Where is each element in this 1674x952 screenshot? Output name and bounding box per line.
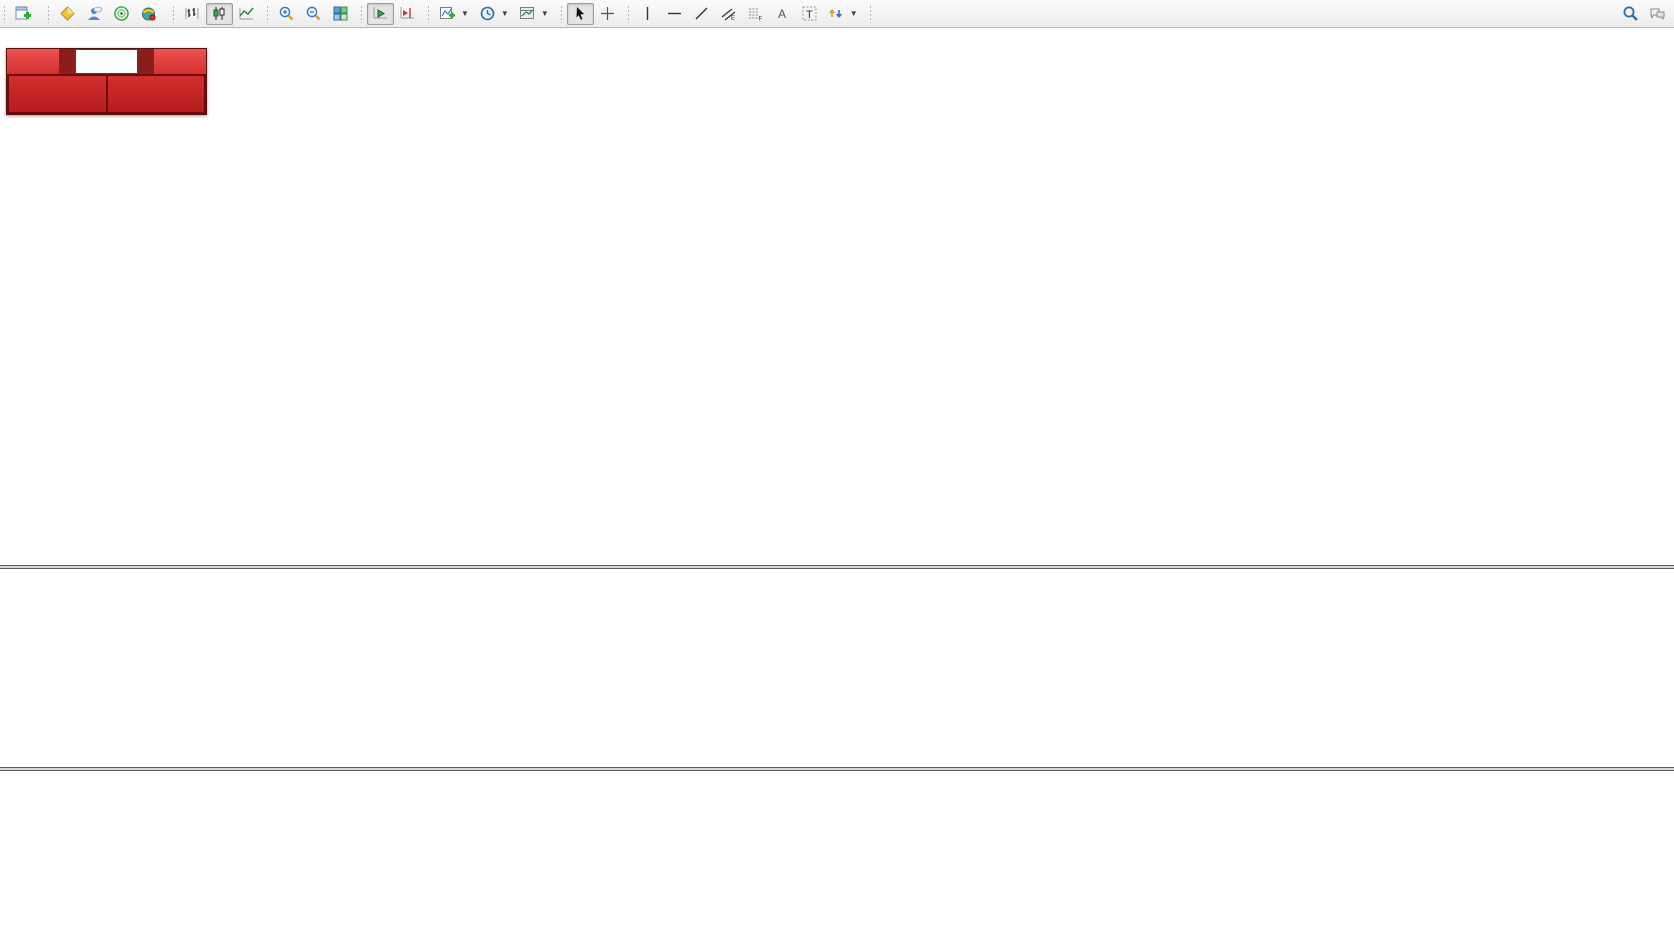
bar-chart-button[interactable] xyxy=(179,3,206,25)
periods-caret: ▼ xyxy=(500,9,509,18)
toolbar-group-cursor xyxy=(557,0,624,28)
auto-scroll-icon xyxy=(373,7,387,19)
text-label-button[interactable]: T xyxy=(796,3,823,25)
templates-caret: ▼ xyxy=(540,9,549,18)
crosshair-icon xyxy=(600,7,614,20)
signals-radar-icon xyxy=(114,6,129,21)
chart-title xyxy=(7,32,22,46)
community-button[interactable] xyxy=(81,3,108,25)
candlestick-chart-icon xyxy=(213,7,225,20)
one-click-trade-panel xyxy=(6,48,207,115)
search-icon[interactable] xyxy=(1622,5,1639,22)
toolbar-group-orders xyxy=(0,0,44,28)
autotrading-button[interactable] xyxy=(135,3,166,25)
text-a-icon: A xyxy=(778,7,786,21)
toolbar-group-chart-types xyxy=(169,0,263,28)
zoom-out-button[interactable] xyxy=(300,3,327,25)
new-order-icon xyxy=(15,6,31,20)
chart-shift-icon xyxy=(400,7,414,19)
channel-button[interactable]: E xyxy=(715,3,742,25)
indicators-button[interactable]: ▼ xyxy=(434,3,474,25)
trendline-button[interactable] xyxy=(688,3,715,25)
market-diamond-icon xyxy=(60,6,75,21)
market-button[interactable] xyxy=(54,3,81,25)
vertical-line-button[interactable] xyxy=(634,3,661,25)
buy-button[interactable] xyxy=(154,49,206,74)
line-chart-button[interactable] xyxy=(233,3,260,25)
svg-text:F: F xyxy=(758,17,762,23)
toolbar-group-scroll xyxy=(357,0,424,28)
templates-icon xyxy=(519,7,534,19)
horizontal-line-button[interactable] xyxy=(661,3,688,25)
sell-price-box[interactable] xyxy=(9,76,106,112)
main-toolbar: ▼ ▼ ▼ xyxy=(0,0,1674,28)
text-label-icon: T xyxy=(802,6,817,21)
new-order-button[interactable] xyxy=(10,3,41,25)
pane-splitter-macd[interactable] xyxy=(0,565,1674,569)
volume-input[interactable] xyxy=(75,49,138,74)
periods-clock-icon xyxy=(480,6,495,21)
pane-splitter-rsi[interactable] xyxy=(0,767,1674,771)
toolbar-group-zoom xyxy=(263,0,357,28)
buy-price-box[interactable] xyxy=(107,76,204,112)
volume-increase-button[interactable] xyxy=(138,49,154,74)
arrows-caret: ▼ xyxy=(849,9,858,18)
templates-button[interactable]: ▼ xyxy=(514,3,554,25)
crosshair-button[interactable] xyxy=(594,3,621,25)
toolbar-group-services xyxy=(44,0,169,28)
indicators-caret: ▼ xyxy=(461,9,469,18)
community-person-icon xyxy=(88,6,103,20)
auto-scroll-button[interactable] xyxy=(367,2,394,25)
bar-chart-icon xyxy=(185,8,199,19)
candlestick-chart-button[interactable] xyxy=(206,2,233,25)
cursor-button[interactable] xyxy=(566,2,594,25)
svg-text:A: A xyxy=(778,7,786,21)
autotrading-icon xyxy=(142,7,156,21)
tile-windows-button[interactable] xyxy=(327,3,354,25)
chat-icon[interactable] xyxy=(1649,5,1666,22)
zoom-out-icon xyxy=(306,6,321,21)
trendline-icon xyxy=(695,7,708,20)
fibonacci-button[interactable]: F xyxy=(742,3,769,25)
toolbar-group-timeframes xyxy=(866,0,879,28)
chart-shift-button[interactable] xyxy=(394,3,421,25)
svg-text:T: T xyxy=(806,9,813,21)
tile-windows-icon xyxy=(333,6,348,21)
svg-text:E: E xyxy=(731,16,735,22)
arrow-objects-icon xyxy=(828,9,842,18)
fibonacci-icon: F xyxy=(748,8,762,23)
toolbar-right xyxy=(1622,5,1674,22)
sell-button[interactable] xyxy=(7,49,59,74)
signals-button[interactable] xyxy=(108,3,135,25)
zoom-in-button[interactable] xyxy=(273,3,300,25)
toolbar-group-objects: E F A T ▼ xyxy=(624,0,866,28)
indicators-icon xyxy=(440,7,455,19)
vertical-line-icon xyxy=(646,7,648,20)
arrows-button[interactable]: ▼ xyxy=(823,3,863,25)
volume-decrease-button[interactable] xyxy=(59,49,75,74)
periods-button[interactable]: ▼ xyxy=(474,3,514,25)
line-chart-icon xyxy=(239,7,254,20)
toolbar-group-indicators: ▼ ▼ ▼ xyxy=(424,0,557,28)
text-button[interactable]: A xyxy=(769,3,796,25)
equidistant-channel-icon: E xyxy=(721,8,736,22)
cursor-icon xyxy=(576,7,584,20)
zoom-in-icon xyxy=(279,6,294,21)
horizontal-line-icon xyxy=(667,12,681,15)
